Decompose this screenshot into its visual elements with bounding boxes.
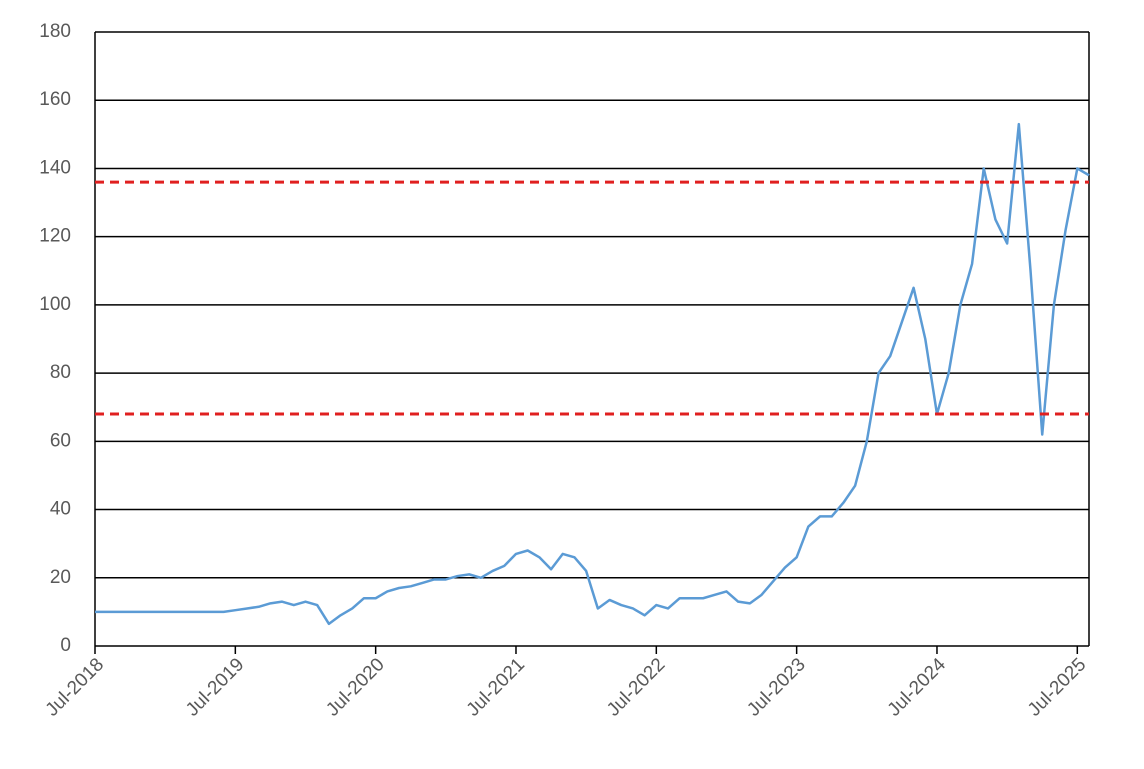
x-tick-label: Jul-2024	[884, 654, 951, 721]
y-tick-label: 140	[39, 157, 71, 178]
y-tick-label: 40	[50, 499, 71, 520]
x-tick-label: Jul-2023	[743, 654, 809, 720]
x-tick-label: Jul-2018	[42, 654, 108, 720]
price-line	[95, 122, 1090, 626]
x-tick-label: Jul-2021	[463, 654, 529, 720]
y-tick-label: 180	[39, 21, 71, 42]
y-tick-label: 20	[50, 567, 71, 588]
x-tick-label: Jul-2019	[182, 654, 248, 720]
x-tick-label: Jul-2022	[603, 654, 669, 720]
y-tick-label: 0	[60, 635, 71, 656]
y-tick-label: 80	[50, 362, 71, 383]
y-tick-label: 120	[39, 226, 71, 247]
x-tick-label: Jul-2020	[322, 654, 388, 720]
y-tick-label: 100	[39, 294, 71, 315]
y-tick-label: 60	[50, 430, 71, 451]
y-tick-label: 160	[39, 89, 71, 110]
x-tick-label: Jul-2025	[1024, 654, 1090, 720]
